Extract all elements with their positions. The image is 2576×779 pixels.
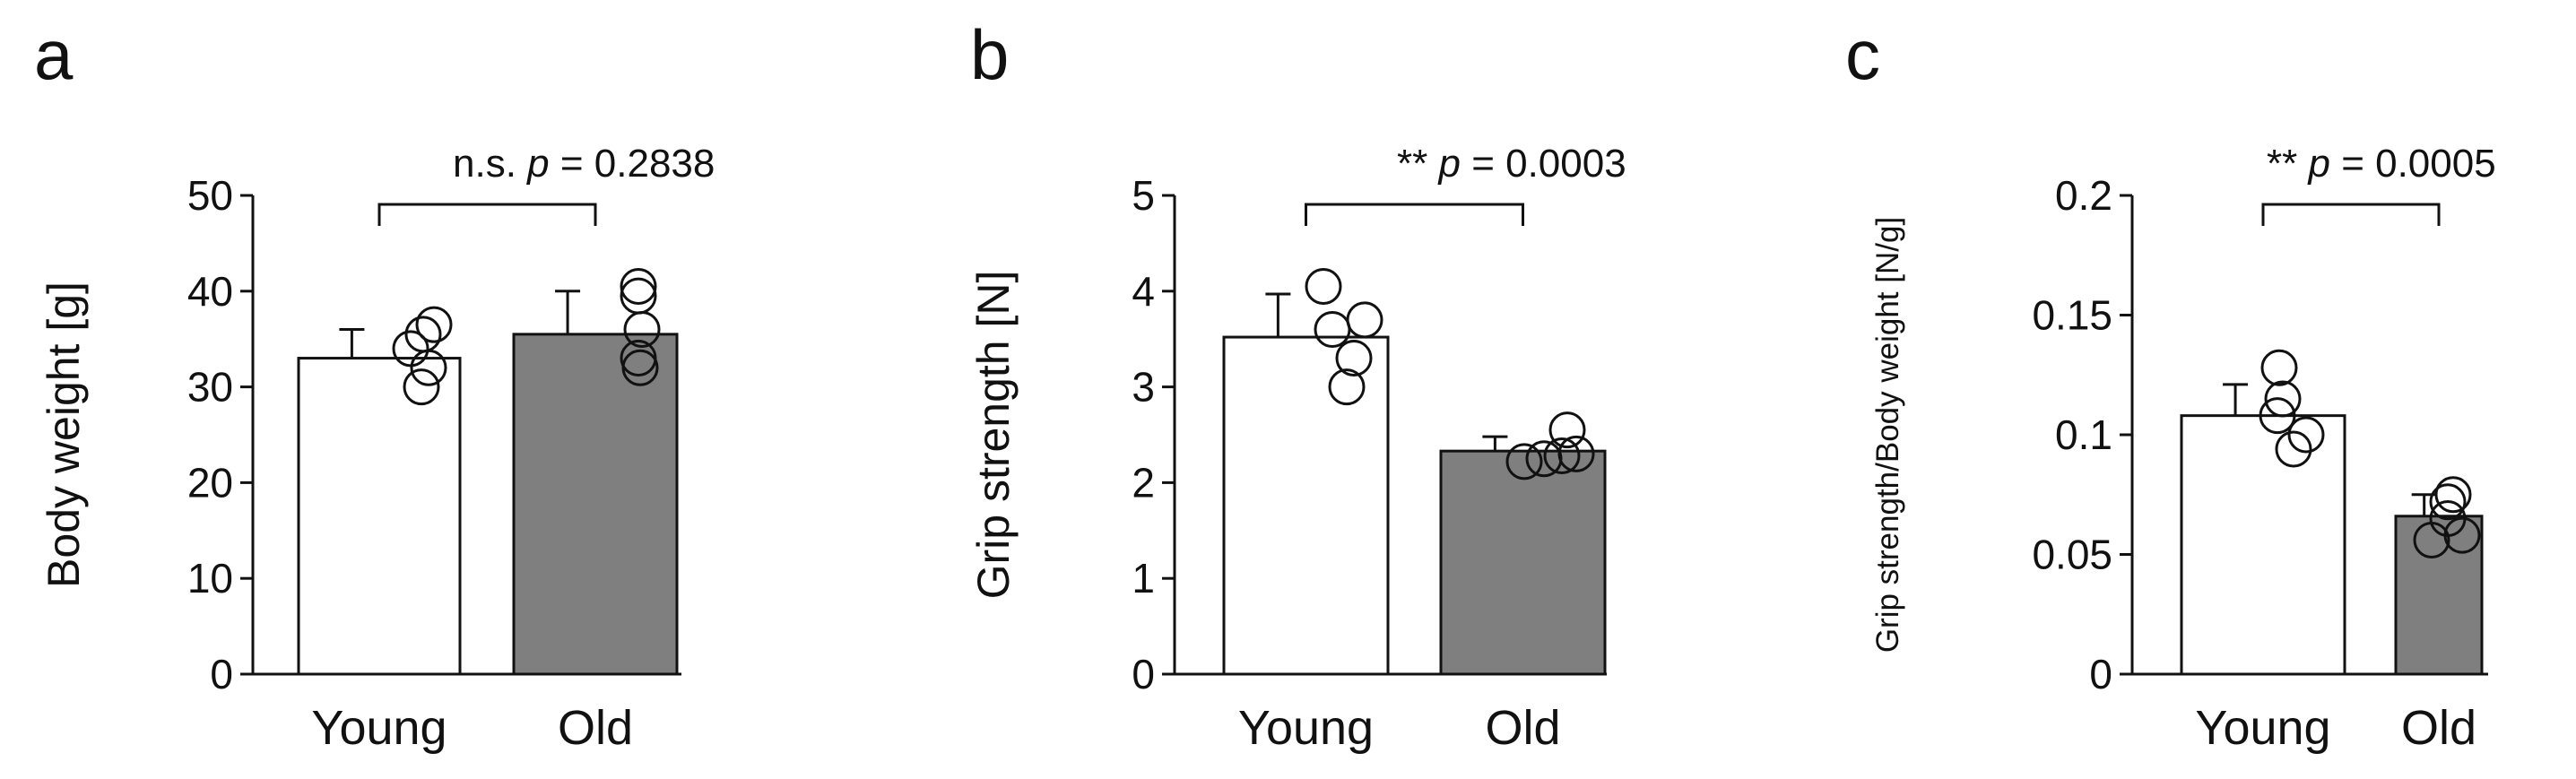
bar-old (1439, 449, 1607, 676)
y-tick-label: 40 (187, 268, 233, 315)
y-axis-label: Grip strength/Body weight [N/g] (1870, 217, 1905, 653)
bar-old (2394, 515, 2484, 676)
data-point (1305, 267, 1342, 305)
category-label: Young (2195, 701, 2330, 755)
category-label: Old (2401, 701, 2476, 755)
y-tick-label: 3 (1132, 364, 1155, 411)
data-point (404, 316, 442, 353)
data-point (403, 368, 440, 406)
data-point (2260, 349, 2298, 386)
category-label: Old (1485, 701, 1560, 755)
bar-young (2180, 414, 2346, 676)
data-point (392, 330, 429, 368)
data-point (1346, 301, 1383, 339)
significance-bracket (2261, 203, 2441, 226)
y-tick-label: 1 (1132, 555, 1155, 602)
data-point (620, 267, 657, 305)
data-point (2264, 380, 2302, 418)
y-tick-label: 4 (1132, 268, 1155, 315)
data-point (1335, 340, 1373, 377)
category-label: Young (1238, 701, 1374, 755)
category-label: Old (558, 701, 633, 755)
y-axis-label: Body weight [g] (39, 281, 89, 588)
data-point (2429, 499, 2467, 537)
y-tick-label: 0 (210, 651, 233, 697)
data-point (2275, 430, 2312, 468)
data-point (2429, 483, 2467, 521)
data-point (2287, 416, 2325, 454)
panel-letter: c (1845, 15, 1880, 94)
data-point (1328, 368, 1366, 406)
y-tick-label: 50 (187, 172, 233, 219)
bar-old (512, 333, 679, 676)
y-tick-label: 10 (187, 555, 233, 602)
data-point (2259, 397, 2296, 435)
y-tick-label: 5 (1132, 172, 1155, 219)
data-point (2434, 476, 2472, 514)
significance-annotation: ** p = 0.0003 (1397, 142, 1626, 186)
y-tick-label: 0 (1132, 651, 1155, 697)
panel-letter: b (970, 15, 1009, 94)
significance-bracket (377, 203, 597, 226)
bar-young (1222, 335, 1390, 676)
data-point (1505, 443, 1543, 480)
data-point (620, 340, 657, 377)
data-point (1548, 411, 1586, 449)
y-tick-label: 0.2 (2055, 172, 2112, 219)
panel-letter: a (34, 15, 74, 94)
panel-b: b 0 1 2 3 4 5 Grip strength [N] Young Old ** p = 0… (968, 15, 1626, 755)
significance-bracket (1305, 203, 1524, 226)
data-point (415, 306, 453, 343)
y-tick-label: 30 (187, 364, 233, 411)
y-tick-label: 0 (2089, 651, 2112, 697)
data-point (1557, 435, 1595, 472)
y-tick-label: 0.15 (2032, 292, 2112, 339)
y-axis-label: Grip strength [N] (968, 271, 1019, 600)
data-point (1543, 437, 1581, 474)
panel-a: a 0 10 20 30 40 50 Body weight [g] Young Old n.s. … (34, 15, 715, 755)
significance-annotation: n.s. p = 0.2838 (453, 142, 715, 186)
category-label: Young (311, 701, 447, 755)
y-tick-label: 0.05 (2032, 532, 2112, 578)
y-tick-label: 20 (187, 459, 233, 506)
bar-young (297, 357, 462, 676)
panel-c: c 0 0.05 0.1 0.15 0.2 Grip strength/Body weigh… (1845, 15, 2496, 755)
data-point (620, 277, 657, 315)
y-tick-label: 0.1 (2055, 411, 2112, 458)
y-tick-label: 2 (1132, 459, 1155, 506)
significance-annotation: ** p = 0.0005 (2267, 142, 2496, 186)
